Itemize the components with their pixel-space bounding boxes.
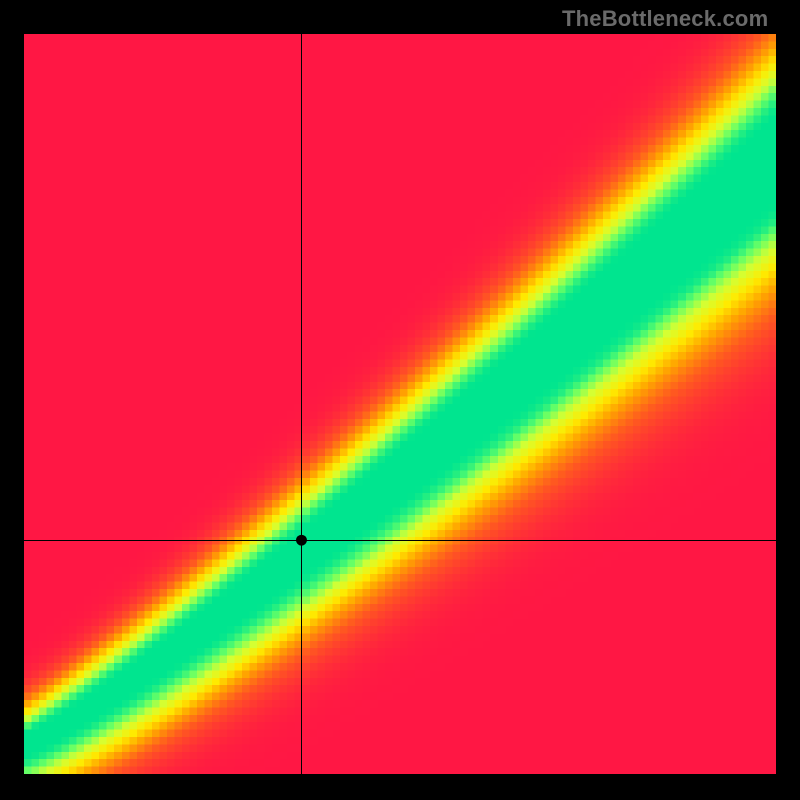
heatmap-plot [24,34,776,774]
crosshair-marker [24,34,776,774]
watermark-text: TheBottleneck.com [562,6,768,32]
